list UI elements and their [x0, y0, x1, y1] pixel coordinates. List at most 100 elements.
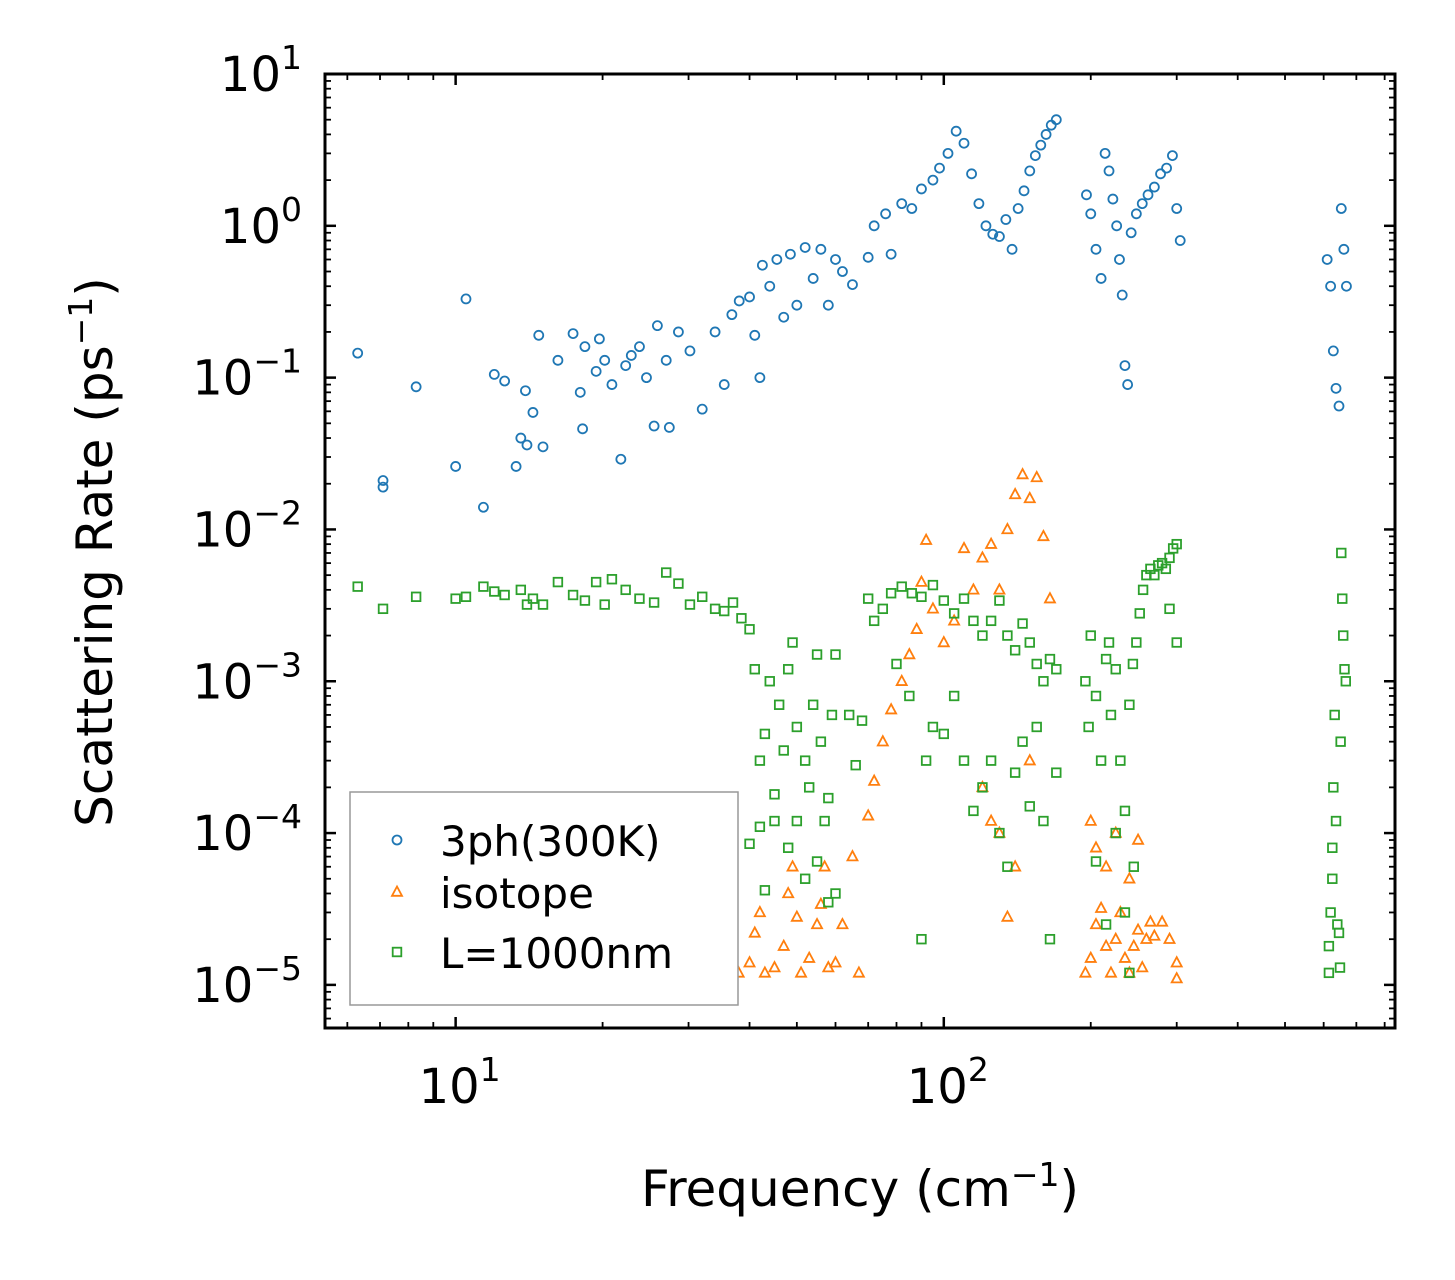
y-tick-label-base: 10: [192, 654, 253, 710]
data-point-square: [1329, 709, 1340, 721]
data-point-circle: [799, 242, 811, 253]
data-point-circle: [625, 350, 637, 361]
y-axis-label: Scattering Rate (ps−1): [61, 277, 124, 827]
data-point-triangle: [992, 582, 1006, 595]
data-point-circle: [684, 345, 696, 357]
data-point-circle: [577, 423, 588, 435]
data-point-square: [521, 599, 533, 610]
data-point-triangle: [1139, 931, 1153, 944]
data-point-square: [782, 842, 794, 853]
data-point-circle: [778, 311, 790, 323]
y-tick-label-exponent: −2: [253, 493, 302, 532]
data-point-circle: [377, 475, 389, 486]
data-point-square: [1024, 637, 1035, 648]
data-point-square: [906, 588, 918, 599]
data-point-square: [1134, 608, 1145, 619]
data-point-triangle: [1131, 922, 1145, 935]
data-point-square: [478, 581, 489, 592]
data-point-circle: [1338, 243, 1350, 255]
data-point-triangle: [1122, 871, 1136, 884]
data-point-circle: [709, 326, 721, 338]
data-point-circle: [934, 162, 945, 174]
data-point-square: [994, 595, 1005, 606]
data-point-circle: [994, 231, 1005, 242]
data-point-square: [1323, 967, 1335, 979]
data-point-circle: [1111, 220, 1123, 232]
data-point-square: [352, 581, 363, 592]
data-point-square: [823, 792, 834, 804]
data-point-square: [697, 591, 708, 603]
data-point-square: [410, 591, 422, 603]
data-point-triangle: [1008, 859, 1022, 872]
data-point-circle: [515, 432, 527, 444]
data-point-square: [499, 589, 510, 601]
data-point-square: [1038, 815, 1049, 827]
data-point-circle: [916, 183, 927, 195]
data-point-square: [948, 690, 960, 702]
data-point-triangle: [1135, 960, 1149, 973]
data-point-triangle: [1109, 931, 1123, 944]
data-point-square: [754, 821, 766, 832]
data-point-square: [1110, 664, 1121, 675]
data-point-square: [552, 576, 564, 588]
data-point-circle: [450, 461, 462, 472]
data-point-square: [759, 728, 771, 740]
x-axis-label-close: ): [1060, 1160, 1080, 1218]
y-tick-label: 10−4: [192, 797, 302, 862]
data-point-square: [1083, 721, 1094, 733]
data-point-triangle: [914, 574, 928, 587]
data-point-square: [916, 933, 927, 945]
data-point-square: [1127, 658, 1139, 670]
data-point-circle: [973, 198, 985, 210]
data-point-circle: [749, 329, 761, 341]
data-point-square: [938, 728, 949, 740]
data-point-circle: [1327, 345, 1339, 357]
data-point-circle: [478, 501, 489, 513]
y-tick-label-exponent: −5: [253, 949, 302, 988]
data-point-triangle: [828, 955, 843, 968]
data-point-triangle: [957, 541, 971, 554]
data-point-circle: [1081, 189, 1092, 201]
data-point-circle: [744, 291, 755, 303]
data-point-circle: [533, 329, 545, 341]
data-point-circle: [896, 198, 908, 210]
data-point-circle: [791, 299, 803, 311]
data-point-square: [1100, 653, 1112, 665]
data-point-square: [620, 584, 631, 596]
data-point-square: [1044, 653, 1056, 665]
data-point-square: [599, 599, 610, 610]
data-point-triangle: [861, 808, 875, 821]
data-point-square: [948, 608, 960, 619]
data-point-circle: [1035, 139, 1047, 151]
data-point-circle: [352, 347, 364, 359]
y-tick-label: 10−2: [192, 493, 302, 558]
data-point-square: [823, 897, 834, 908]
y-tick-label-base: 10: [220, 47, 281, 103]
data-point-square: [1337, 593, 1348, 604]
data-point-square: [1328, 782, 1339, 793]
x-tick-label-exponent: 1: [480, 1050, 501, 1089]
data-point-square: [968, 615, 979, 627]
y-tick-label-exponent: −3: [253, 645, 302, 684]
data-point-square: [885, 588, 897, 599]
data-point-triangle: [1078, 965, 1092, 978]
data-point-square: [1038, 676, 1049, 687]
data-point-triangle: [1094, 900, 1108, 913]
data-point-circle: [815, 243, 827, 255]
data-point-circle: [1116, 289, 1128, 301]
data-point-square: [736, 613, 747, 624]
data-point-triangle: [884, 702, 898, 715]
data-point-circle: [1085, 208, 1097, 220]
data-point-square: [1340, 676, 1351, 687]
x-tick-label-exponent: 2: [968, 1050, 989, 1089]
data-point-square: [994, 827, 1005, 839]
data-point-square: [1323, 940, 1335, 952]
data-point-triangle: [1099, 859, 1113, 872]
data-point-square: [1090, 856, 1102, 867]
data-point-triangle: [753, 905, 767, 918]
x-axis-label-exponent: −1: [1011, 1155, 1060, 1194]
data-point-circle: [1012, 203, 1024, 214]
data-point-square: [648, 597, 660, 608]
